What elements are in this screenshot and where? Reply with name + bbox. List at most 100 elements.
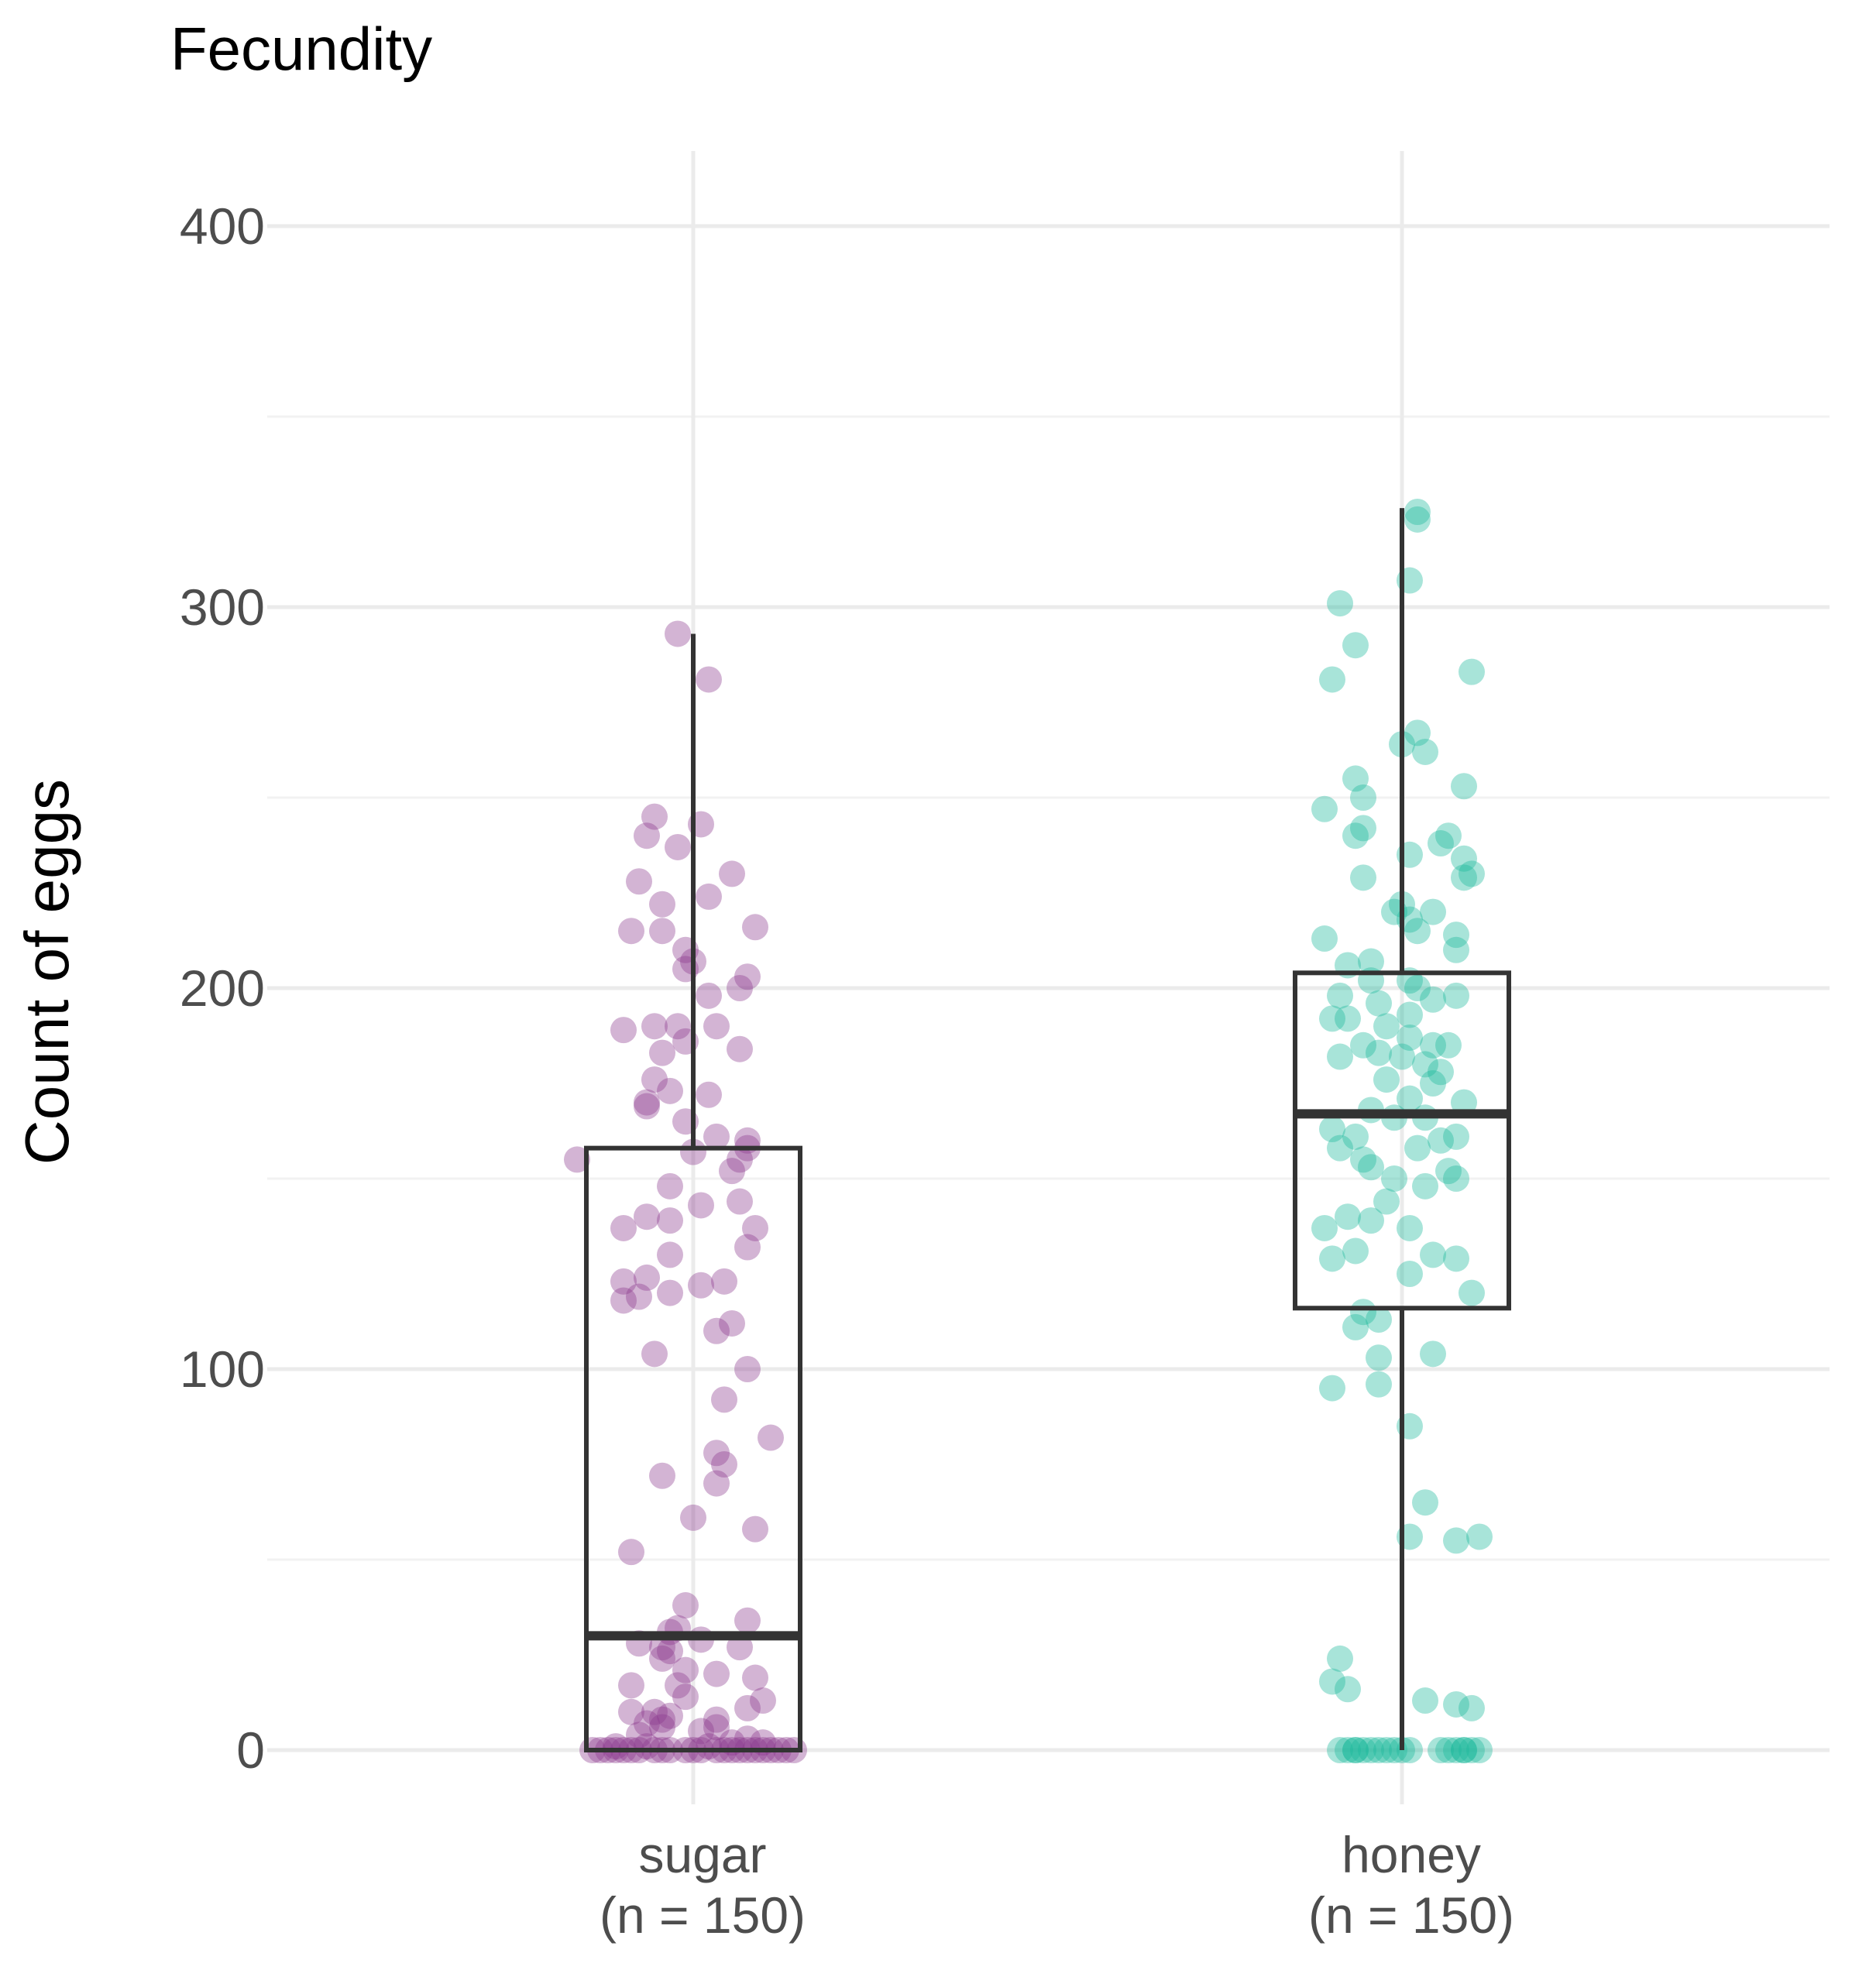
data-point xyxy=(1451,864,1477,891)
data-point xyxy=(603,1733,629,1760)
data-point xyxy=(1311,1214,1338,1241)
data-point xyxy=(734,963,761,990)
data-point xyxy=(649,891,675,918)
chart-title: Fecundity xyxy=(170,15,432,83)
category-label: honey xyxy=(1342,1826,1481,1883)
data-point xyxy=(1335,1737,1361,1763)
data-point xyxy=(1428,1059,1454,1086)
data-point xyxy=(672,1684,699,1711)
data-point xyxy=(1435,1031,1462,1059)
data-point xyxy=(688,1718,714,1745)
data-point xyxy=(742,1664,768,1691)
data-point xyxy=(1435,822,1462,849)
category-label: sugar xyxy=(638,1826,766,1883)
data-point xyxy=(1381,1165,1407,1192)
data-point xyxy=(1420,986,1446,1013)
data-point xyxy=(1366,1371,1392,1398)
data-point xyxy=(1428,1737,1454,1763)
data-point xyxy=(1366,1737,1392,1763)
data-point xyxy=(657,1279,683,1306)
data-point xyxy=(727,1035,753,1062)
data-point xyxy=(641,803,668,830)
data-point xyxy=(1451,1737,1477,1763)
data-point xyxy=(634,1093,660,1120)
data-point xyxy=(703,1660,730,1687)
data-point xyxy=(1342,632,1369,659)
data-point xyxy=(1466,1523,1493,1550)
data-point xyxy=(1459,658,1485,685)
data-point xyxy=(634,822,660,849)
data-point xyxy=(1358,1154,1384,1181)
data-point xyxy=(688,1272,714,1299)
data-point xyxy=(1327,1645,1353,1672)
data-point xyxy=(727,1188,753,1215)
data-point xyxy=(1389,1043,1415,1070)
data-point xyxy=(1404,975,1431,1001)
data-point xyxy=(610,1287,637,1314)
data-point xyxy=(1428,830,1454,857)
data-point xyxy=(1342,1737,1369,1763)
data-point xyxy=(1319,1668,1345,1695)
data-point xyxy=(1358,1737,1384,1763)
data-point xyxy=(734,1234,761,1261)
data-point xyxy=(1358,1207,1384,1234)
category-count-label: (n = 150) xyxy=(600,1886,806,1944)
data-point xyxy=(1435,1737,1462,1763)
y-tick-label: 300 xyxy=(180,578,265,636)
data-point xyxy=(626,868,652,895)
data-point xyxy=(711,1451,737,1478)
data-point xyxy=(1319,666,1345,693)
data-point xyxy=(641,1013,668,1040)
data-point xyxy=(618,918,644,945)
data-point xyxy=(1459,860,1485,887)
data-point xyxy=(1335,1203,1361,1230)
data-point xyxy=(1397,1085,1423,1112)
data-point xyxy=(719,1309,745,1337)
data-point xyxy=(703,1013,730,1040)
y-axis-tick-labels: 0 100 200 300 400 xyxy=(180,197,265,1779)
data-point xyxy=(719,860,745,887)
data-point xyxy=(703,1706,730,1733)
data-point xyxy=(719,1158,745,1185)
data-point xyxy=(1366,1306,1392,1333)
data-point xyxy=(1311,925,1338,952)
data-point xyxy=(1335,1676,1361,1703)
data-point xyxy=(703,1317,730,1344)
data-point xyxy=(1443,1690,1469,1718)
data-point xyxy=(742,1214,768,1241)
data-point xyxy=(1366,1039,1392,1066)
data-point xyxy=(1350,1737,1376,1763)
data-point xyxy=(657,1172,683,1200)
data-point xyxy=(665,620,691,647)
data-point xyxy=(1459,1737,1485,1763)
data-point xyxy=(657,1241,683,1268)
data-point xyxy=(1327,1043,1353,1070)
data-point xyxy=(1443,1527,1469,1554)
data-point xyxy=(1350,1146,1376,1173)
data-point xyxy=(1319,1005,1345,1032)
data-point xyxy=(1443,1165,1469,1192)
data-point xyxy=(634,1089,660,1116)
y-tick-label: 200 xyxy=(180,959,265,1017)
data-point xyxy=(1466,1737,1493,1763)
data-point xyxy=(703,1714,730,1741)
data-point xyxy=(1451,1737,1477,1763)
box-elements xyxy=(584,508,1511,1752)
data-point xyxy=(649,1462,675,1489)
data-point xyxy=(1397,1261,1423,1287)
data-point xyxy=(1404,918,1431,945)
data-point xyxy=(703,1123,730,1150)
data-point xyxy=(1327,1737,1353,1763)
data-point xyxy=(1342,1123,1369,1150)
data-point xyxy=(657,1077,683,1104)
data-point xyxy=(1443,936,1469,963)
data-point xyxy=(649,918,675,945)
data-point xyxy=(1420,1031,1446,1059)
y-tick-label: 400 xyxy=(180,197,265,255)
data-point xyxy=(703,1470,730,1497)
data-point xyxy=(610,1268,637,1295)
data-point xyxy=(1319,1245,1345,1272)
data-point xyxy=(1443,1737,1469,1763)
data-point xyxy=(1350,1299,1376,1326)
data-point xyxy=(1404,719,1431,747)
